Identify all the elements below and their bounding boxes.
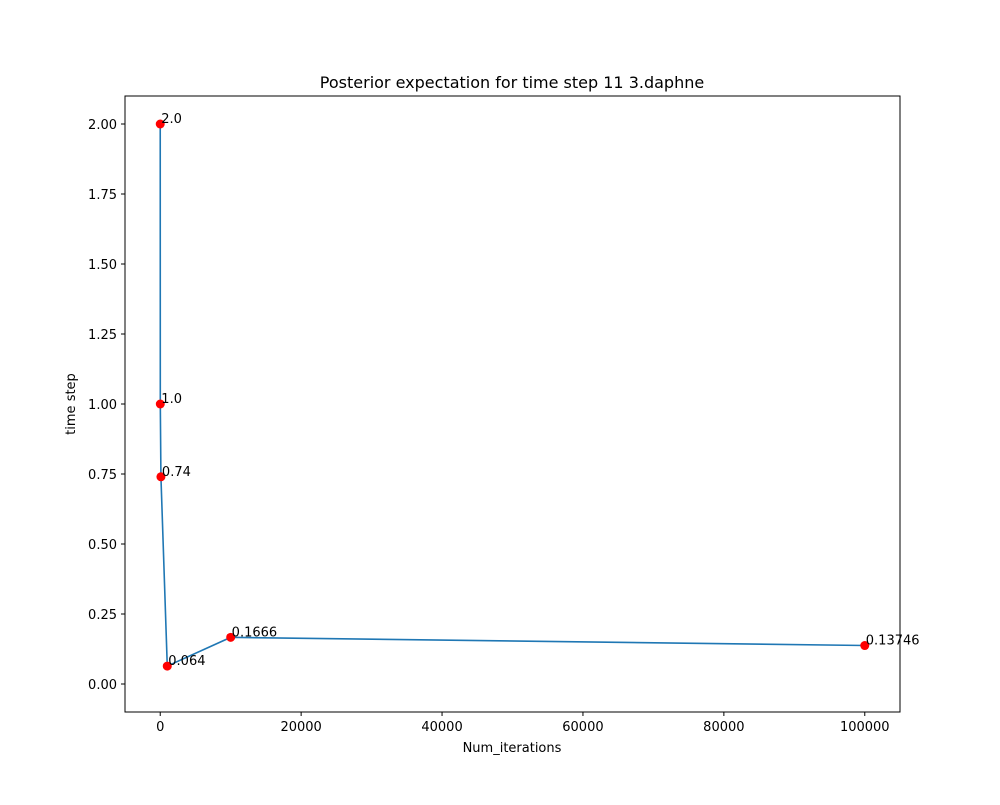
x-tick-label: 100000	[840, 720, 890, 735]
data-point	[226, 632, 236, 642]
y-tick-label: 1.75	[88, 188, 117, 203]
data-label: 0.74	[162, 465, 191, 480]
series-layer: 2.0 1.0 0.74 0.064 0.1666 0.13746	[155, 112, 920, 671]
x-tick-label: 40000	[421, 720, 462, 735]
x-tick-label: 20000	[280, 720, 321, 735]
series-line	[159, 123, 865, 668]
data-label: 1.0	[161, 392, 182, 407]
x-axis: 0 20000 40000 60000 80000 100000	[156, 712, 890, 735]
plot-area-frame	[124, 95, 901, 713]
y-tick-label: 0.50	[88, 538, 117, 553]
y-tick-label: 1.50	[88, 258, 117, 273]
y-tick-label: 2.00	[88, 118, 117, 133]
data-point	[860, 641, 870, 651]
x-axis-title: Num_iterations	[463, 741, 562, 756]
x-tick-label: 60000	[562, 720, 603, 735]
y-axis-title: time step	[64, 373, 79, 435]
data-label: 2.0	[161, 112, 182, 127]
y-tick-label: 1.00	[88, 398, 117, 413]
data-point	[156, 472, 166, 482]
data-label: 0.13746	[866, 634, 920, 649]
data-point	[155, 399, 165, 409]
data-point	[155, 119, 165, 129]
x-tick-label: 80000	[703, 720, 744, 735]
data-label: 0.064	[168, 654, 205, 669]
chart-title: Posterior expectation for time step 11 3…	[320, 73, 704, 92]
y-tick-label: 0.25	[88, 608, 117, 623]
data-point	[162, 661, 172, 671]
y-axis: 0.00 0.25 0.50 0.75 1.00 1.25 1.50 1.75 2.00	[88, 118, 125, 693]
data-label: 0.1666	[232, 625, 278, 640]
y-tick-label: 1.25	[88, 328, 117, 343]
y-tick-label: 0.75	[88, 468, 117, 483]
y-tick-label: 0.00	[88, 678, 117, 693]
x-tick-label: 0	[156, 720, 164, 735]
